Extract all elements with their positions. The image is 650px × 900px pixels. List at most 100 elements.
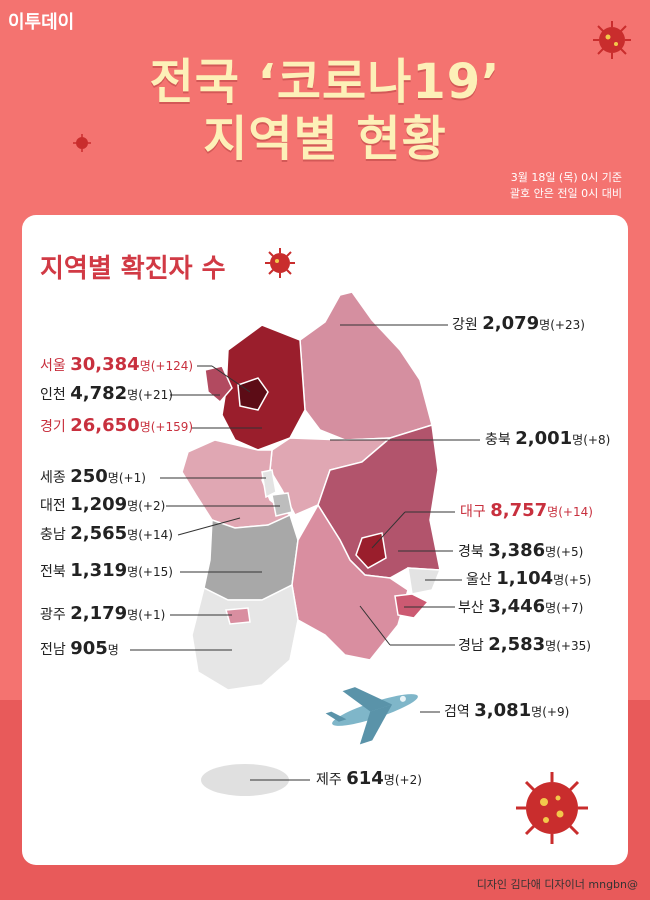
region-name: 전남 [40, 642, 66, 658]
unit: 명 [127, 528, 139, 542]
design-credit: 디자인 김다애 디자이너 mngbn@ [476, 878, 638, 891]
label-sejong: 세종 250명(+1) [40, 466, 146, 487]
increase: (+23) [550, 318, 585, 332]
region-name: 전북 [40, 564, 66, 580]
virus-icon [73, 134, 91, 152]
unit: 명 [127, 608, 139, 622]
region-sejong [261, 469, 277, 499]
unit: 명 [127, 499, 139, 513]
count: 2,079 [482, 313, 540, 334]
unit: 명 [545, 601, 557, 615]
increase: (+159) [150, 420, 194, 434]
unit: 명 [572, 433, 584, 447]
note-date: 3월 18일 (목) 0시 기준 [510, 171, 622, 184]
region-name: 충북 [485, 432, 511, 448]
increase: (+14) [558, 505, 593, 519]
unit: 명 [545, 639, 557, 653]
increase: (+5) [556, 545, 584, 559]
region-name: 강원 [452, 317, 478, 333]
virus-icon [516, 772, 588, 844]
count: 3,386 [488, 540, 546, 561]
label-ulsan: 울산 1,104명(+5) [466, 568, 591, 589]
region-name: 인천 [40, 387, 66, 403]
unit: 명 [127, 565, 139, 579]
label-busan: 부산 3,446명(+7) [458, 596, 583, 617]
increase: (+21) [138, 388, 173, 402]
increase: (+7) [556, 601, 584, 615]
increase: (+8) [583, 433, 611, 447]
region-name: 서울 [40, 358, 66, 374]
region-daegu [355, 532, 387, 569]
region-name: 경북 [458, 544, 484, 560]
count: 3,081 [474, 700, 532, 721]
region-name: 충남 [40, 527, 66, 543]
count: 30,384 [70, 354, 140, 375]
count: 2,583 [488, 634, 546, 655]
increase: (+14) [138, 528, 173, 542]
count: 3,446 [488, 596, 546, 617]
count: 8,757 [490, 500, 548, 521]
label-daejeon: 대전 1,209명(+2) [40, 494, 165, 515]
label-jeju: 제주 614명(+2) [316, 768, 422, 789]
title-line-2: 지역별 현황 [203, 111, 447, 167]
count: 1,209 [70, 494, 128, 515]
count: 250 [70, 466, 108, 487]
count: 905 [70, 638, 108, 659]
count: 1,104 [496, 568, 554, 589]
title-line-1: 전국 ‘코로나19’ [149, 54, 501, 110]
unit: 명 [107, 643, 119, 657]
section-title: 지역별 확진자 수 [40, 254, 226, 284]
region-gangwon [299, 291, 433, 441]
reference-note: 3월 18일 (목) 0시 기준 괄호 안은 전일 0시 대비 [510, 170, 622, 202]
label-quarantine: 검역 3,081명(+9) [444, 700, 569, 721]
increase: (+2) [138, 499, 166, 513]
increase: (+124) [150, 359, 194, 373]
count: 2,001 [515, 428, 573, 449]
region-daejeon [271, 492, 293, 517]
count: 2,565 [70, 523, 128, 544]
count: 26,650 [70, 415, 140, 436]
leader-lines [130, 324, 480, 781]
label-chungnam: 충남 2,565명(+14) [40, 523, 173, 544]
count: 614 [346, 768, 384, 789]
brand-logo: 이투데이 [8, 12, 75, 33]
unit: 명 [139, 359, 151, 373]
label-gyeonggi: 경기 26,650명(+159) [40, 415, 193, 436]
unit: 명 [139, 420, 151, 434]
count: 4,782 [70, 383, 128, 404]
region-name: 검역 [444, 704, 470, 720]
section-virus-icon [265, 248, 295, 278]
region-busan [394, 593, 430, 619]
region-name: 세종 [40, 470, 66, 486]
region-name: 광주 [40, 607, 66, 623]
region-ulsan [407, 567, 442, 595]
increase: (+2) [394, 773, 422, 787]
unit: 명 [545, 545, 557, 559]
label-gyeongbuk: 경북 3,386명(+5) [458, 540, 583, 561]
note-paren: 괄호 안은 전일 0시 대비 [509, 187, 622, 200]
label-seoul: 서울 30,384명(+124) [40, 354, 193, 375]
increase: (+1) [138, 608, 166, 622]
unit: 명 [383, 773, 395, 787]
region-name: 울산 [466, 572, 492, 588]
unit: 명 [531, 705, 543, 719]
region-name: 부산 [458, 600, 484, 616]
count: 2,179 [70, 603, 128, 624]
region-name: 경남 [458, 638, 484, 654]
unit: 명 [539, 318, 551, 332]
increase: (+35) [556, 639, 591, 653]
region-jeonbuk [203, 513, 299, 601]
label-chungbuk: 충북 2,001명(+8) [485, 428, 610, 449]
count: 1,319 [70, 560, 128, 581]
label-gangwon: 강원 2,079명(+23) [452, 313, 585, 334]
region-name: 경기 [40, 419, 66, 435]
unit: 명 [553, 573, 565, 587]
region-jeju [201, 764, 289, 796]
region-gwangju [225, 607, 251, 625]
label-gwangju: 광주 2,179명(+1) [40, 603, 165, 624]
increase: (+1) [118, 471, 146, 485]
increase: (+9) [542, 705, 570, 719]
label-jeonbuk: 전북 1,319명(+15) [40, 560, 173, 581]
